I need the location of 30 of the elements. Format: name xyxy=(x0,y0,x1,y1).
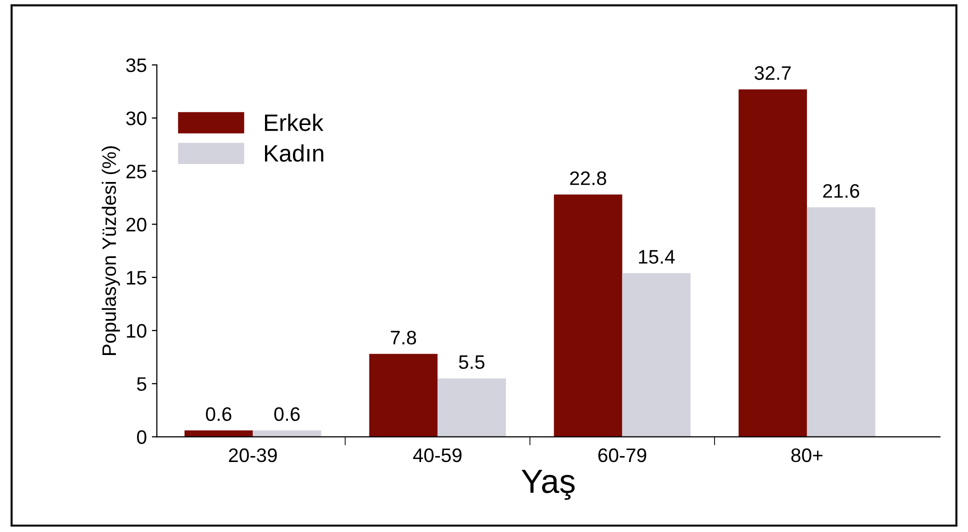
y-tick-label: 15 xyxy=(126,271,146,285)
data-label: 5.5 xyxy=(458,355,484,369)
bar xyxy=(554,194,622,437)
bar xyxy=(438,378,506,437)
bar xyxy=(738,89,807,437)
y-tick-label: 5 xyxy=(137,377,146,391)
x-tick-label: 40-59 xyxy=(413,448,462,462)
data-label: 7.8 xyxy=(390,330,416,344)
y-tick-label: 20 xyxy=(126,218,146,232)
bar xyxy=(622,273,691,437)
y-tick-label: 30 xyxy=(126,111,146,126)
data-label: 0.6 xyxy=(206,407,232,421)
y-tick-label: 25 xyxy=(126,164,146,178)
y-tick-label: 0 xyxy=(137,430,146,444)
legend-label: Kadın xyxy=(265,144,324,162)
y-axis-title: Populasyon Yüzdesi (%) xyxy=(102,146,120,355)
x-tick-label: 60-79 xyxy=(598,448,646,462)
data-label: 21.6 xyxy=(823,184,860,198)
data-label: 22.8 xyxy=(570,171,606,186)
y-tick-label: 10 xyxy=(126,324,146,338)
y-tick-label: 35 xyxy=(126,58,146,72)
data-label: 32.7 xyxy=(754,66,791,80)
x-tick-label: 20-39 xyxy=(228,448,277,462)
data-label: 0.6 xyxy=(274,407,300,421)
bar xyxy=(806,207,876,437)
data-label: 15.4 xyxy=(638,250,675,264)
x-axis-title: Yaş xyxy=(522,470,575,500)
x-tick-label: 80+ xyxy=(791,448,822,462)
legend-label: Erkek xyxy=(265,114,324,132)
bar xyxy=(369,354,438,437)
